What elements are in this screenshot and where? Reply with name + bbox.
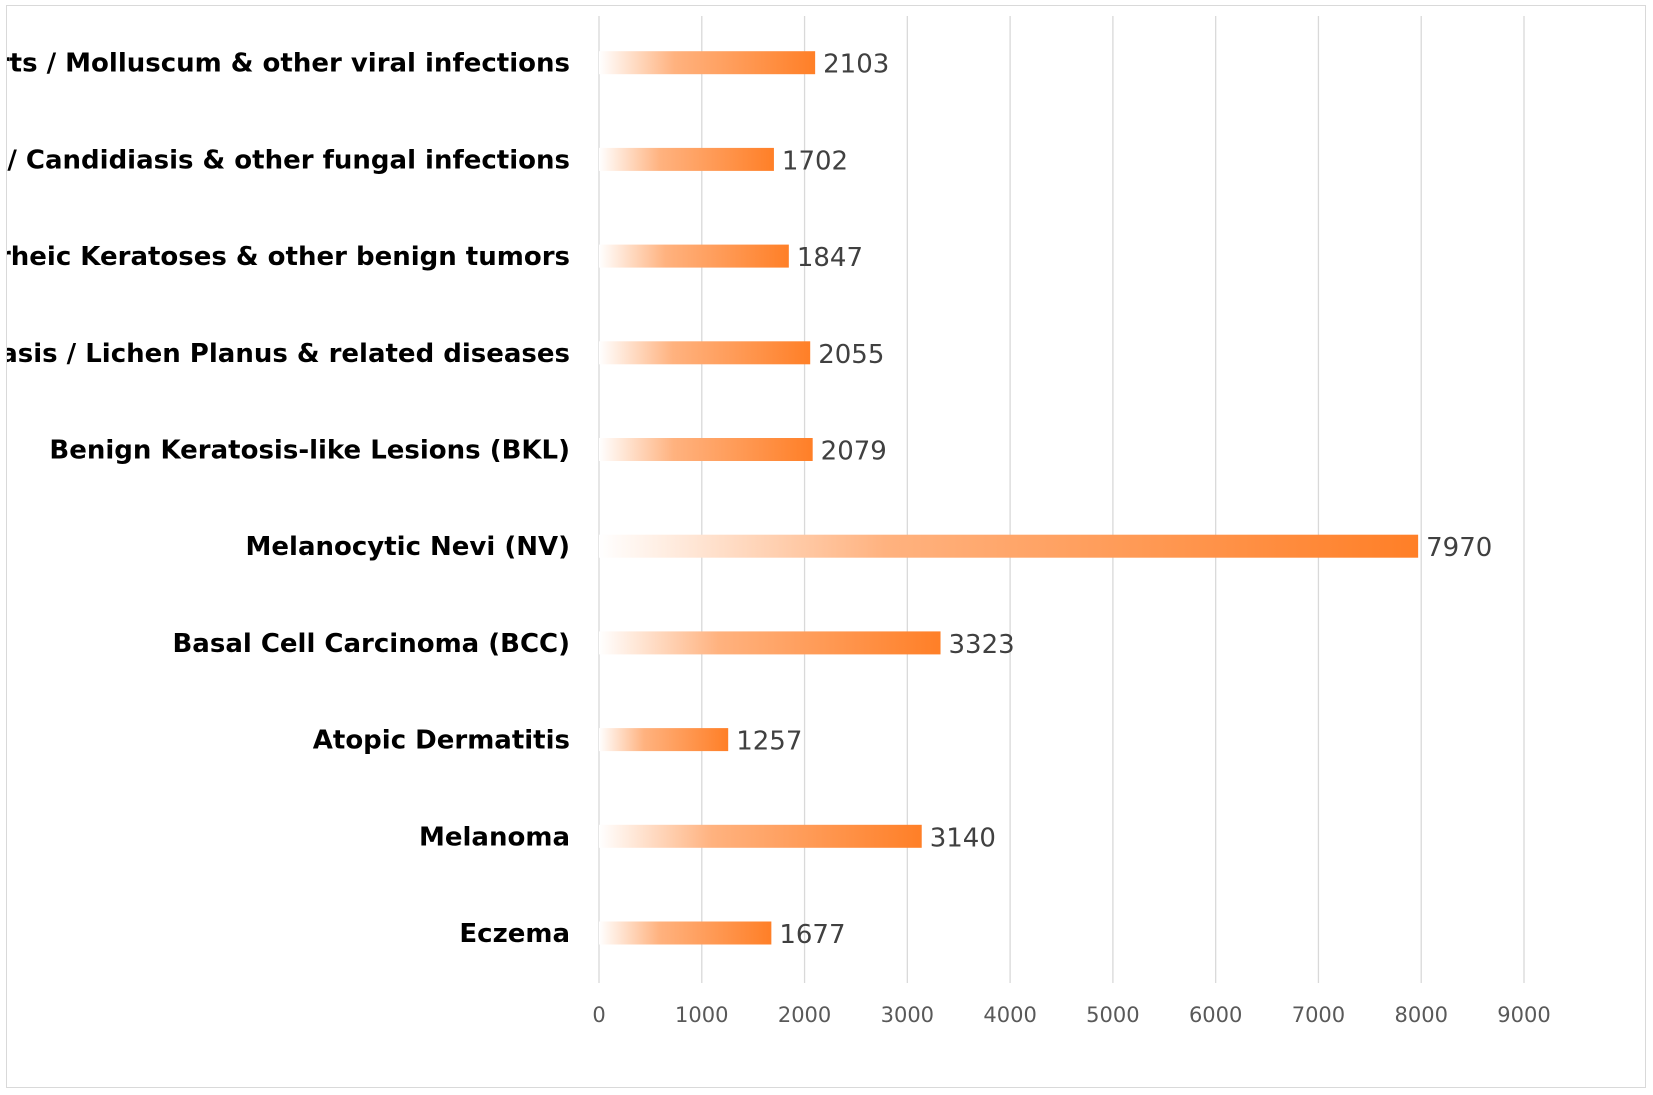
data-label: 3140 [930,823,996,853]
data-label: 3323 [949,630,1015,660]
category-label: Atopic Dermatitis [313,726,570,756]
category-label: Basal Cell Carcinoma (BCC) [172,629,570,659]
bar [599,824,922,848]
category-label: Eczema [459,919,570,949]
x-tick-label: 2000 [778,1003,831,1027]
x-axis-tick-labels: 0 1000 2000 3000 4000 5000 6000 7000 8000 9000 [592,1003,1550,1027]
x-tick-label: 8000 [1394,1003,1447,1027]
x-tick-label: 3000 [881,1003,934,1027]
bar-chart: 0 1000 2000 3000 4000 5000 6000 7000 8000 9000 Ec… [7,16,1551,1027]
data-label: 1257 [736,727,802,757]
bar [599,921,772,945]
category-label: Benign Keratosis-like Lesions (BKL) [49,436,570,466]
x-tick-label: 7000 [1292,1003,1345,1027]
bar [599,244,789,268]
data-label: 7970 [1426,533,1492,563]
bar [599,147,774,171]
category-label: Warts / Molluscum & other viral infectio… [7,49,570,79]
category-label: Seborrheic Keratoses & other benign tumo… [7,242,570,272]
chart-frame: 0 1000 2000 3000 4000 5000 6000 7000 8000 9000 Ec… [6,5,1646,1088]
x-tick-label: 4000 [983,1003,1036,1027]
gridlines [598,16,1525,983]
x-tick-label: 6000 [1189,1003,1242,1027]
data-label: 1702 [782,146,848,176]
category-label: Melanoma [419,822,570,852]
data-label: 2055 [818,340,884,370]
bar [599,51,816,75]
category-label: Tinea / Candidiasis & other fungal infec… [7,145,570,175]
category-label: Melanocytic Nevi (NV) [246,532,570,562]
data-label: 2079 [821,437,887,467]
bar [599,438,813,461]
data-label: 2103 [823,50,889,80]
bar [599,631,941,655]
x-tick-label: 1000 [675,1003,728,1027]
bar [599,534,1419,558]
x-tick-label: 9000 [1497,1003,1550,1027]
data-label: 1677 [779,920,845,950]
x-tick-label: 5000 [1086,1003,1139,1027]
value-labels: 1677 3140 1257 3323 7970 2079 2055 1847 1702 2103 [736,50,1492,950]
category-label: Psoriasis / Lichen Planus & related dise… [7,339,570,369]
data-label: 1847 [797,243,863,273]
bar [599,728,729,752]
category-labels: Eczema Melanoma Atopic Dermatitis Basal Cel… [7,49,570,949]
bars [599,51,1419,945]
bar [599,341,811,365]
x-tick-label: 0 [592,1003,605,1027]
